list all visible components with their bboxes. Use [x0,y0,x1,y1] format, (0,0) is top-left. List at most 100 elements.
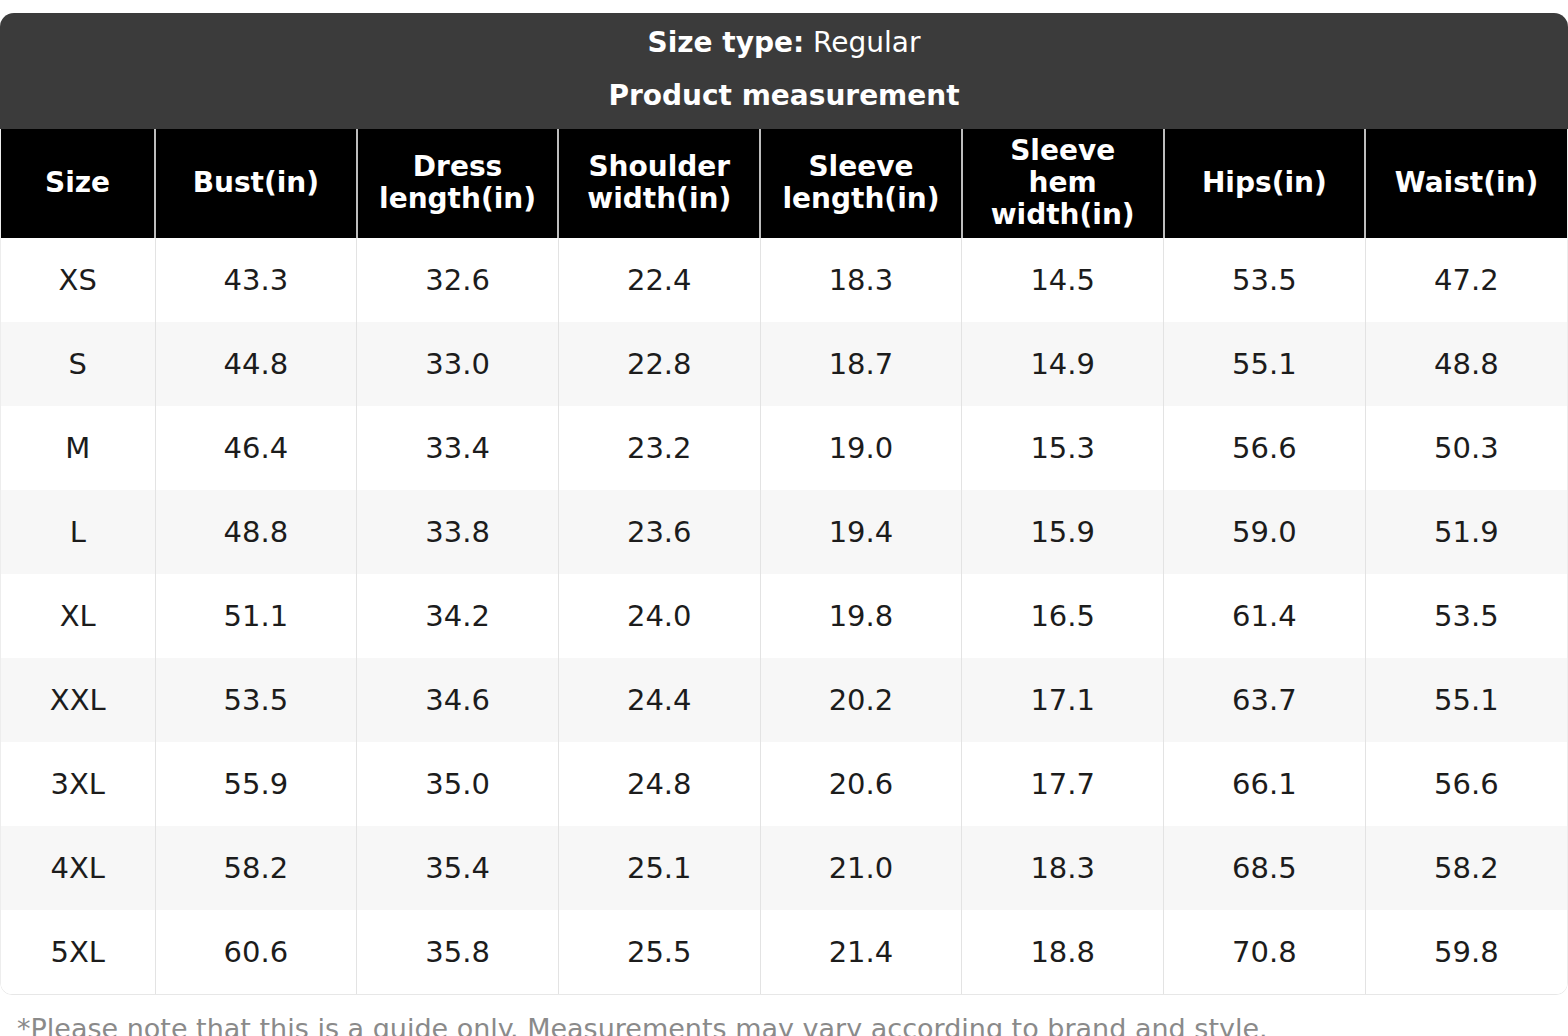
size-cell: S [1,322,155,406]
size-type-line: Size type: Regular [0,28,1568,59]
value-cell: 19.8 [760,574,962,658]
value-cell: 25.1 [558,826,760,910]
value-cell: 34.6 [357,658,559,742]
table-row: XXL 53.5 34.6 24.4 20.2 17.1 63.7 55.1 [1,658,1567,742]
table-row: S 44.8 33.0 22.8 18.7 14.9 55.1 48.8 [1,322,1567,406]
size-chart-page: Size type: Regular Product measurement S… [0,13,1568,1036]
value-cell: 19.4 [760,490,962,574]
table-row: XS 43.3 32.6 22.4 18.3 14.5 53.5 47.2 [1,238,1567,322]
value-cell: 60.6 [155,910,357,994]
value-cell: 44.8 [155,322,357,406]
value-cell: 32.6 [357,238,559,322]
value-cell: 55.1 [1164,322,1366,406]
size-cell: 5XL [1,910,155,994]
value-cell: 58.2 [155,826,357,910]
column-header-shoulder-width: Shoulder width(in) [558,129,760,238]
value-cell: 43.3 [155,238,357,322]
value-cell: 24.4 [558,658,760,742]
value-cell: 58.2 [1365,826,1567,910]
column-header-hips: Hips(in) [1164,129,1366,238]
value-cell: 33.8 [357,490,559,574]
size-chart: Size type: Regular Product measurement S… [0,13,1568,995]
column-header-sleeve-length: Sleeve length(in) [760,129,962,238]
value-cell: 50.3 [1365,406,1567,490]
value-cell: 22.8 [558,322,760,406]
size-type-label: Size type: [648,26,805,59]
value-cell: 17.1 [962,658,1164,742]
value-cell: 20.2 [760,658,962,742]
value-cell: 55.9 [155,742,357,826]
size-cell: M [1,406,155,490]
size-cell: XXL [1,658,155,742]
value-cell: 24.0 [558,574,760,658]
value-cell: 48.8 [1365,322,1567,406]
size-cell: 3XL [1,742,155,826]
value-cell: 22.4 [558,238,760,322]
table-row: L 48.8 33.8 23.6 19.4 15.9 59.0 51.9 [1,490,1567,574]
value-cell: 68.5 [1164,826,1366,910]
size-type-value: Regular [804,26,920,59]
value-cell: 20.6 [760,742,962,826]
value-cell: 21.4 [760,910,962,994]
value-cell: 61.4 [1164,574,1366,658]
table-row: 3XL 55.9 35.0 24.8 20.6 17.7 66.1 56.6 [1,742,1567,826]
value-cell: 14.5 [962,238,1164,322]
value-cell: 15.3 [962,406,1164,490]
value-cell: 51.9 [1365,490,1567,574]
value-cell: 56.6 [1164,406,1366,490]
table-header-row: Size Bust(in) Dress length(in) Shoulder … [1,129,1567,238]
measurement-table: Size Bust(in) Dress length(in) Shoulder … [1,129,1567,994]
value-cell: 53.5 [1365,574,1567,658]
value-cell: 59.8 [1365,910,1567,994]
value-cell: 34.2 [357,574,559,658]
value-cell: 35.0 [357,742,559,826]
value-cell: 17.7 [962,742,1164,826]
value-cell: 53.5 [1164,238,1366,322]
table-row: M 46.4 33.4 23.2 19.0 15.3 56.6 50.3 [1,406,1567,490]
value-cell: 35.4 [357,826,559,910]
value-cell: 18.8 [962,910,1164,994]
column-header-size: Size [1,129,155,238]
value-cell: 24.8 [558,742,760,826]
value-cell: 53.5 [155,658,357,742]
value-cell: 70.8 [1164,910,1366,994]
value-cell: 21.0 [760,826,962,910]
table-row: 5XL 60.6 35.8 25.5 21.4 18.8 70.8 59.8 [1,910,1567,994]
value-cell: 48.8 [155,490,357,574]
value-cell: 63.7 [1164,658,1366,742]
value-cell: 23.6 [558,490,760,574]
value-cell: 47.2 [1365,238,1567,322]
table-row: XL 51.1 34.2 24.0 19.8 16.5 61.4 53.5 [1,574,1567,658]
value-cell: 55.1 [1365,658,1567,742]
column-header-sleeve-hem-width: Sleeve hem width(in) [962,129,1164,238]
size-cell: 4XL [1,826,155,910]
value-cell: 14.9 [962,322,1164,406]
table-body: XS 43.3 32.6 22.4 18.3 14.5 53.5 47.2 S … [1,238,1567,994]
column-header-dress-length: Dress length(in) [357,129,559,238]
value-cell: 25.5 [558,910,760,994]
size-cell: L [1,490,155,574]
column-header-bust: Bust(in) [155,129,357,238]
value-cell: 33.0 [357,322,559,406]
column-header-waist: Waist(in) [1365,129,1567,238]
chart-title: Product measurement [0,81,1568,112]
measurement-table-wrap: Size Bust(in) Dress length(in) Shoulder … [0,129,1568,995]
value-cell: 18.3 [962,826,1164,910]
value-cell: 23.2 [558,406,760,490]
size-cell: XS [1,238,155,322]
table-row: 4XL 58.2 35.4 25.1 21.0 18.3 68.5 58.2 [1,826,1567,910]
value-cell: 18.7 [760,322,962,406]
value-cell: 59.0 [1164,490,1366,574]
value-cell: 16.5 [962,574,1164,658]
value-cell: 15.9 [962,490,1164,574]
value-cell: 46.4 [155,406,357,490]
value-cell: 56.6 [1365,742,1567,826]
value-cell: 19.0 [760,406,962,490]
footnote: *Please note that this is a guide only. … [17,1013,1568,1036]
value-cell: 33.4 [357,406,559,490]
value-cell: 66.1 [1164,742,1366,826]
size-chart-header: Size type: Regular Product measurement [0,13,1568,129]
value-cell: 18.3 [760,238,962,322]
size-cell: XL [1,574,155,658]
value-cell: 51.1 [155,574,357,658]
